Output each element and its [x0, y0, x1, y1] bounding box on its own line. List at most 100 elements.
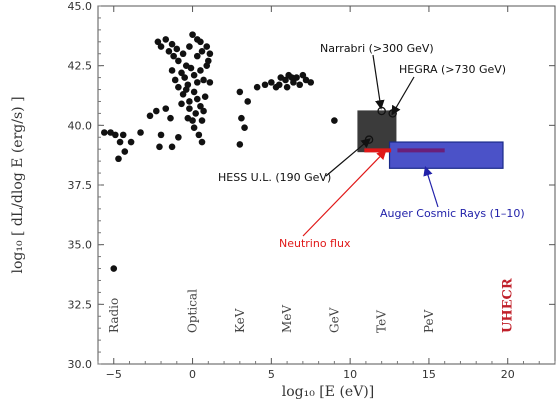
data-point	[175, 57, 182, 65]
x-tick-label: 10	[343, 368, 357, 381]
y-tick-label: 42.5	[68, 60, 93, 73]
energy-band-label: PeV	[422, 309, 436, 333]
data-point	[115, 155, 122, 163]
data-point	[178, 100, 185, 108]
data-point	[275, 81, 283, 89]
x-axis-label: log₁₀ [E (eV)]	[282, 384, 374, 400]
y-axis-title: log₁₀ [ dL/dlog E (erg/s) ]	[10, 96, 26, 273]
data-point	[307, 79, 315, 86]
data-point	[236, 88, 244, 96]
annotation-label: Auger Cosmic Rays (1–10)	[380, 207, 525, 220]
y-tick-label: 45.0	[68, 0, 93, 13]
data-point	[170, 52, 177, 60]
data-point	[200, 107, 207, 115]
data-point	[193, 95, 201, 103]
data-point	[283, 83, 291, 91]
data-point	[165, 48, 173, 55]
y-axis-label: log₁₀ [ dL/dlog E (erg/s) ]	[10, 96, 26, 273]
data-point	[253, 83, 261, 91]
y-tick-label: 35.0	[68, 239, 93, 252]
data-point	[184, 114, 192, 122]
annotation-arrow	[302, 149, 387, 237]
data-point	[168, 143, 176, 151]
data-point	[331, 117, 338, 124]
annotation-label: HESS U.L. (190 GeV)	[218, 171, 331, 184]
data-point	[197, 38, 204, 46]
y-tick-label: 32.5	[68, 298, 93, 311]
data-point	[288, 74, 296, 81]
flux-box	[388, 141, 504, 169]
data-point	[190, 88, 198, 96]
data-point	[190, 124, 198, 132]
data-point	[198, 138, 206, 146]
data-point	[187, 64, 195, 72]
data-point	[200, 76, 207, 84]
energy-band-label: MeV	[280, 305, 294, 333]
data-point	[206, 50, 214, 58]
data-point	[146, 112, 154, 120]
energy-band-label: Optical	[186, 289, 200, 333]
data-point	[201, 93, 209, 100]
data-point	[121, 148, 129, 155]
data-point	[238, 114, 245, 122]
data-point	[296, 81, 304, 89]
data-point	[193, 79, 201, 86]
data-point	[156, 143, 163, 151]
x-tick-label: 20	[501, 368, 515, 381]
data-point	[162, 105, 170, 112]
data-point	[192, 110, 200, 117]
data-point	[171, 76, 179, 84]
data-point	[127, 138, 135, 146]
data-point	[182, 86, 190, 93]
annotation-label: HEGRA (>730 GeV)	[399, 63, 506, 76]
data-point	[197, 102, 204, 110]
data-point	[179, 50, 187, 58]
annotation-label: Narrabri (>300 GeV)	[320, 42, 434, 55]
data-point	[197, 67, 204, 74]
energy-band-label: Radio	[107, 298, 121, 333]
data-point	[282, 76, 289, 84]
x-axis: −5 0 5 10 15 20	[97, 6, 556, 381]
energy-band-label: TeV	[375, 310, 389, 333]
y-tick-label: 30.0	[68, 358, 93, 371]
annotation-label: Neutrino flux	[279, 237, 351, 250]
annotation-arrow	[325, 138, 371, 177]
x-tick-label: −5	[106, 368, 122, 381]
data-point	[241, 124, 248, 132]
data-point	[112, 131, 119, 139]
data-point	[119, 131, 127, 139]
data-point	[178, 69, 185, 77]
data-point	[189, 31, 196, 38]
data-point	[110, 265, 118, 272]
annotations: Narrabri (>300 GeV) HEGRA (>730 GeV) HESS …	[218, 42, 525, 250]
data-point	[203, 43, 211, 50]
data-point	[198, 117, 206, 124]
data-point	[236, 141, 244, 148]
y-tick-label: 37.5	[68, 179, 93, 192]
data-point	[206, 79, 214, 86]
energy-band-label: GeV	[327, 307, 341, 333]
annotation-arrow	[423, 166, 439, 208]
data-point	[154, 38, 162, 46]
data-point	[293, 74, 300, 81]
flux-boxes	[357, 110, 504, 169]
energy-band-label: UHECR	[501, 278, 516, 333]
data-point	[175, 133, 182, 141]
data-point	[179, 91, 187, 98]
data-point	[186, 43, 193, 50]
y-tick-label: 40.0	[68, 119, 93, 132]
data-point	[168, 40, 176, 48]
data-point	[205, 57, 212, 65]
y-axis: 30.0 32.5 35.0 37.5 40.0 42.5 45.0	[68, 0, 555, 371]
data-point	[198, 48, 206, 55]
data-point	[193, 52, 201, 60]
x-tick-label: 0	[189, 368, 196, 381]
data-points	[101, 31, 338, 272]
x-tick-label: 15	[422, 368, 436, 381]
annotation-arrow	[391, 76, 415, 116]
data-point	[195, 131, 203, 139]
data-point	[167, 114, 174, 122]
data-point	[268, 79, 275, 86]
data-point	[168, 67, 176, 74]
